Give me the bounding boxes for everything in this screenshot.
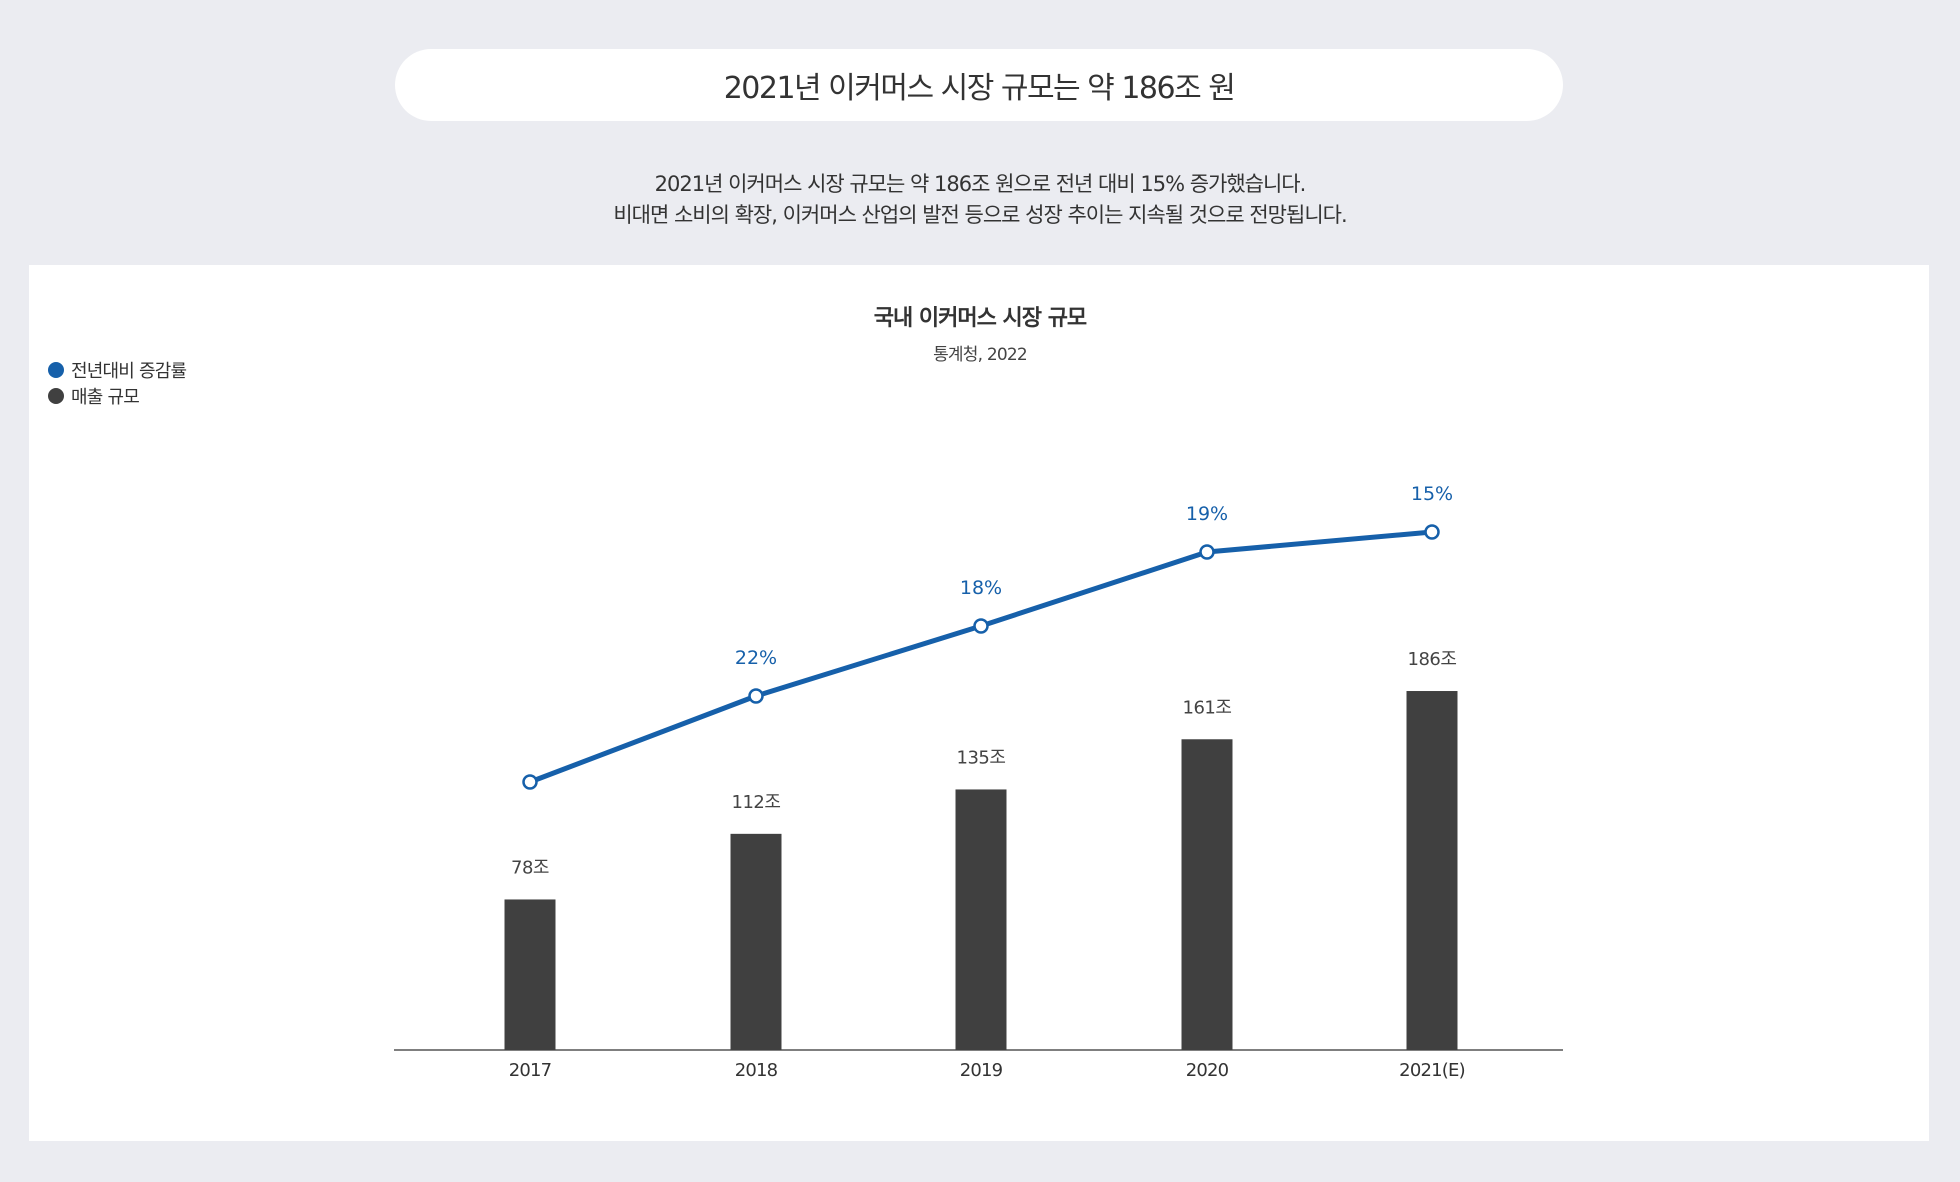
bar-value-label: 135조 xyxy=(957,747,1006,768)
legend-label: 매출 규모 xyxy=(71,387,140,408)
bar-value-label: 161조 xyxy=(1183,697,1232,718)
growth-point-2019 xyxy=(973,618,989,634)
growth-value-label: 19% xyxy=(1186,503,1228,525)
chart-subtitle: 통계청, 2022 xyxy=(933,345,1028,365)
growth-point-2017 xyxy=(522,774,538,790)
legend-item-sales: 매출 규모 xyxy=(48,383,186,409)
description-line-1: 2021년 이커머스 시장 규모는 약 186조 원으로 전년 대비 15% 증… xyxy=(654,172,1307,196)
bar-2020 xyxy=(1181,739,1233,1050)
headline-banner: 2021년 이커머스 시장 규모는 약 186조 원 xyxy=(395,49,1563,121)
legend-dot-icon xyxy=(48,362,64,378)
x-tick-label: 2017 xyxy=(509,1060,552,1081)
growth-point-2020 xyxy=(1199,544,1215,560)
x-tick-label: 2020 xyxy=(1186,1060,1229,1081)
legend-item-growth: 전년대비 증감률 xyxy=(48,357,187,383)
x-tick-label: 2018 xyxy=(735,1060,778,1081)
growth-point-2021(E) xyxy=(1424,524,1440,540)
bar-value-label: 186조 xyxy=(1408,649,1457,670)
x-tick-label: 2021(E) xyxy=(1399,1060,1465,1081)
growth-value-label: 18% xyxy=(960,577,1002,599)
growth-value-label: 15% xyxy=(1411,483,1453,505)
legend-label: 전년대비 증감률 xyxy=(71,361,187,382)
chart-title: 국내 이커머스 시장 규모 xyxy=(873,306,1087,331)
growth-point-2018 xyxy=(748,688,764,704)
bar-value-label: 78조 xyxy=(511,857,549,878)
bar-2019 xyxy=(955,789,1007,1050)
bar-value-label: 112조 xyxy=(732,792,781,813)
x-tick-label: 2019 xyxy=(960,1060,1003,1081)
bar-2021(E) xyxy=(1406,691,1458,1050)
legend-dot-icon xyxy=(48,388,64,404)
growth-line xyxy=(529,529,1433,785)
headline-title: 2021년 이커머스 시장 규모는 약 186조 원 xyxy=(723,71,1236,106)
bar-2018 xyxy=(730,833,782,1050)
description-line-2: 비대면 소비의 확장, 이커머스 산업의 발전 등으로 성장 추이는 지속될 것… xyxy=(613,203,1347,227)
bar-2017 xyxy=(504,899,556,1050)
growth-value-label: 22% xyxy=(735,647,777,669)
legend: 전년대비 증감률 매출 규모 xyxy=(48,357,187,409)
